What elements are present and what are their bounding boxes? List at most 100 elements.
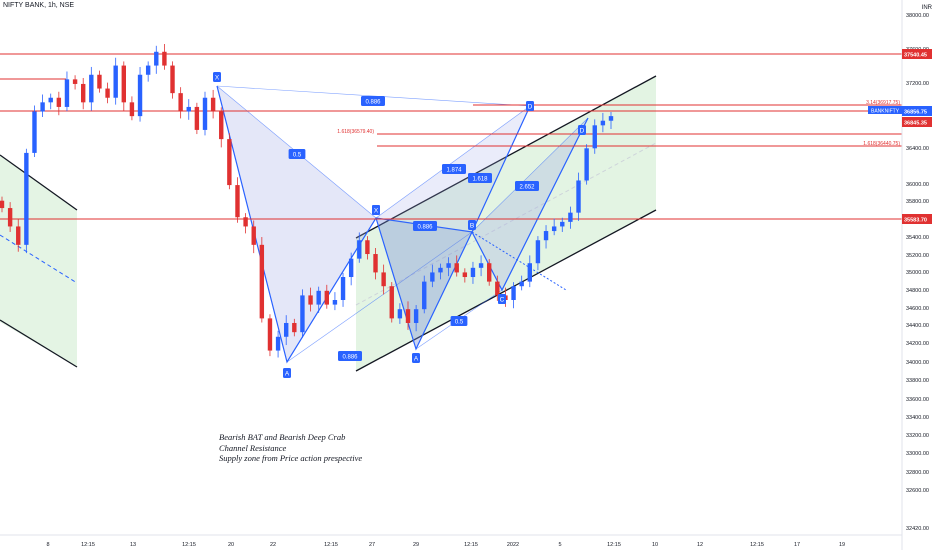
candle-body: [551, 226, 557, 232]
candle-body: [462, 272, 468, 278]
price-tick-label: 36400.00: [906, 146, 929, 152]
ratio-badge-bg: [442, 164, 466, 174]
time-tick-label: 12:15: [81, 542, 95, 548]
time-tick-label: 5: [558, 542, 561, 548]
time-tick-label: 12:15: [324, 542, 338, 548]
candle-body: [267, 318, 273, 351]
ratio-label: 0.5: [455, 320, 464, 326]
candle-body: [202, 97, 208, 130]
pattern-point-bg: [498, 294, 506, 304]
fib-level-label: 3.14(36917.75): [866, 100, 900, 106]
note-line-1: Bearish BAT and Bearish Deep Crab: [219, 432, 346, 442]
candle-body: [495, 281, 500, 296]
price-line-label-support: 35583.70: [904, 218, 927, 224]
ratio-label: 0.886: [365, 100, 381, 106]
time-tick-label: 12: [697, 542, 703, 548]
price-tick-label: 35200.00: [906, 253, 929, 259]
chart-header-title: NIFTY BANK, 1h, NSE: [3, 2, 75, 9]
pattern-point-bg: [213, 72, 221, 82]
price-tick-label: 34600.00: [906, 306, 929, 312]
candle-body: [308, 295, 313, 305]
pattern-point-bg: [412, 353, 420, 363]
pattern-labels: XABCDXABCD0.8860.51.8741.6182.6520.8860.…: [213, 72, 586, 378]
time-tick-label: 12:15: [464, 542, 478, 548]
price-tick-label: 32420.00: [906, 526, 929, 532]
pattern-point-bg: [468, 220, 476, 230]
candle-body: [97, 74, 102, 89]
ratio-badge-bg: [288, 149, 306, 159]
candle-body: [543, 231, 549, 241]
candle-body: [64, 79, 70, 107]
price-tick-label: 36000.00: [906, 182, 929, 188]
candle-body: [365, 240, 370, 255]
pattern-point-bg: [372, 205, 380, 215]
candle-body: [56, 97, 62, 107]
currency-label: INR: [921, 5, 932, 11]
candle-body: [16, 226, 21, 245]
candle-body: [592, 125, 597, 149]
last-price-badge-bg: [902, 106, 932, 116]
time-tick-label: 22: [270, 542, 276, 548]
candle-body: [113, 65, 118, 98]
candle-body: [40, 102, 45, 112]
price-tick-label: 34800.00: [906, 288, 929, 294]
fib-level-label: 1.618(36579.40): [337, 129, 374, 135]
price-line-label-top-bg: [902, 49, 932, 59]
left-channel: [0, 154, 78, 368]
candle-body: [600, 120, 606, 126]
price-tick-label: 33200.00: [906, 433, 929, 439]
ratio-badge-bg: [338, 351, 362, 361]
pattern-point-x: X: [215, 75, 220, 82]
candle-body: [154, 51, 159, 66]
candle-body: [576, 180, 581, 213]
ratio-label: 0.886: [417, 225, 433, 231]
ratio-badge-bg: [468, 173, 492, 183]
pattern-point-x: X: [374, 208, 379, 215]
candle-body: [219, 111, 224, 140]
candle-body: [259, 244, 265, 319]
last-price-badge: 36856.75: [904, 110, 927, 116]
candle-body: [381, 272, 386, 287]
price-tick-label: 32600.00: [906, 488, 929, 494]
candle-body: [348, 258, 354, 278]
price-tick-label: 35000.00: [906, 270, 929, 276]
pattern-point-bg: [283, 368, 291, 378]
candle-body: [487, 263, 492, 282]
pattern-point-d: D: [580, 128, 585, 135]
candle-body: [162, 51, 167, 66]
pattern-point-bg: [526, 101, 534, 111]
candle-body: [145, 65, 151, 75]
candle-body: [357, 240, 362, 259]
candle-body: [454, 263, 459, 273]
price-tick-label: 34400.00: [906, 323, 929, 329]
ratio-label: 1.618: [472, 177, 488, 183]
time-tick-label: 27: [369, 542, 375, 548]
candle-body: [251, 226, 256, 245]
candle-body: [422, 281, 427, 310]
candle-body: [568, 212, 573, 222]
time-tick-label: 19: [839, 542, 845, 548]
candles: [0, 43, 614, 358]
price-tick-label: 35400.00: [906, 235, 929, 241]
price-tick-label: 37200.00: [906, 81, 929, 87]
analysis-notes: Bearish BAT and Bearish Deep Crab Channe…: [219, 432, 362, 464]
candle-body: [405, 309, 411, 323]
ratio-label: 0.5: [293, 153, 302, 159]
time-tick-label: 20: [228, 542, 234, 548]
time-tick-label: 12:15: [750, 542, 764, 548]
candle-body: [300, 295, 305, 333]
price-tick-label: 32800.00: [906, 470, 929, 476]
pattern-point-c: C: [500, 297, 505, 304]
candle-body: [478, 263, 484, 268]
candle-body: [227, 139, 232, 186]
candle-body: [137, 74, 143, 117]
ratio-badge-bg: [413, 221, 437, 231]
candle-body: [7, 208, 13, 227]
candle-body: [170, 65, 175, 94]
candle-body: [332, 300, 338, 305]
candle-body: [24, 152, 29, 245]
pattern-point-a: A: [414, 356, 419, 363]
pattern-point-a: A: [285, 371, 290, 378]
